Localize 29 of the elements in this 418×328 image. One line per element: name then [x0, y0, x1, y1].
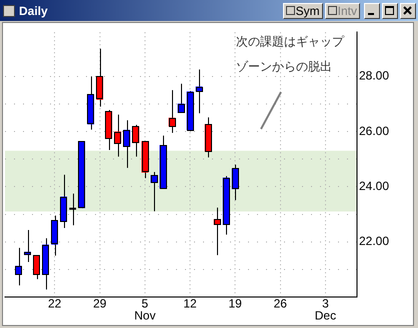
x-tick-label: 3 Dec	[314, 296, 336, 322]
annotation: ゾーンからの脱出	[236, 59, 332, 74]
x-tick-label: 29	[93, 296, 107, 310]
y-tick-label: 26.00	[359, 124, 390, 138]
candlestick	[96, 48, 104, 108]
candlestick	[87, 76, 94, 130]
candlestick	[51, 215, 58, 256]
candlestick	[105, 109, 112, 150]
candlestick	[132, 124, 140, 158]
candlestick	[42, 238, 49, 290]
toggle-button: Sym	[282, 2, 323, 18]
y-tick-label: 24.00	[359, 178, 390, 193]
x-tick-label: 26	[274, 296, 288, 310]
y-tick-label: 28.00	[359, 68, 390, 83]
candlestick	[33, 254, 40, 280]
toggle-button: Intv	[324, 2, 360, 18]
chart-title: Daily	[19, 4, 48, 18]
annotation: 次の課題はギャップ	[236, 34, 345, 48]
x-tick-label: 12	[183, 296, 198, 310]
candlestick	[60, 174, 68, 229]
y-tick-label: 22.00	[359, 234, 390, 248]
x-tick-label: 22	[48, 296, 62, 310]
candlestick	[123, 120, 130, 168]
candlestick	[24, 229, 31, 262]
candlestick	[78, 140, 86, 209]
x-tick-label: 19	[228, 296, 242, 310]
candlestick	[232, 164, 239, 201]
candlestick	[15, 247, 22, 286]
x-tick-label: 5 Nov	[134, 296, 156, 322]
